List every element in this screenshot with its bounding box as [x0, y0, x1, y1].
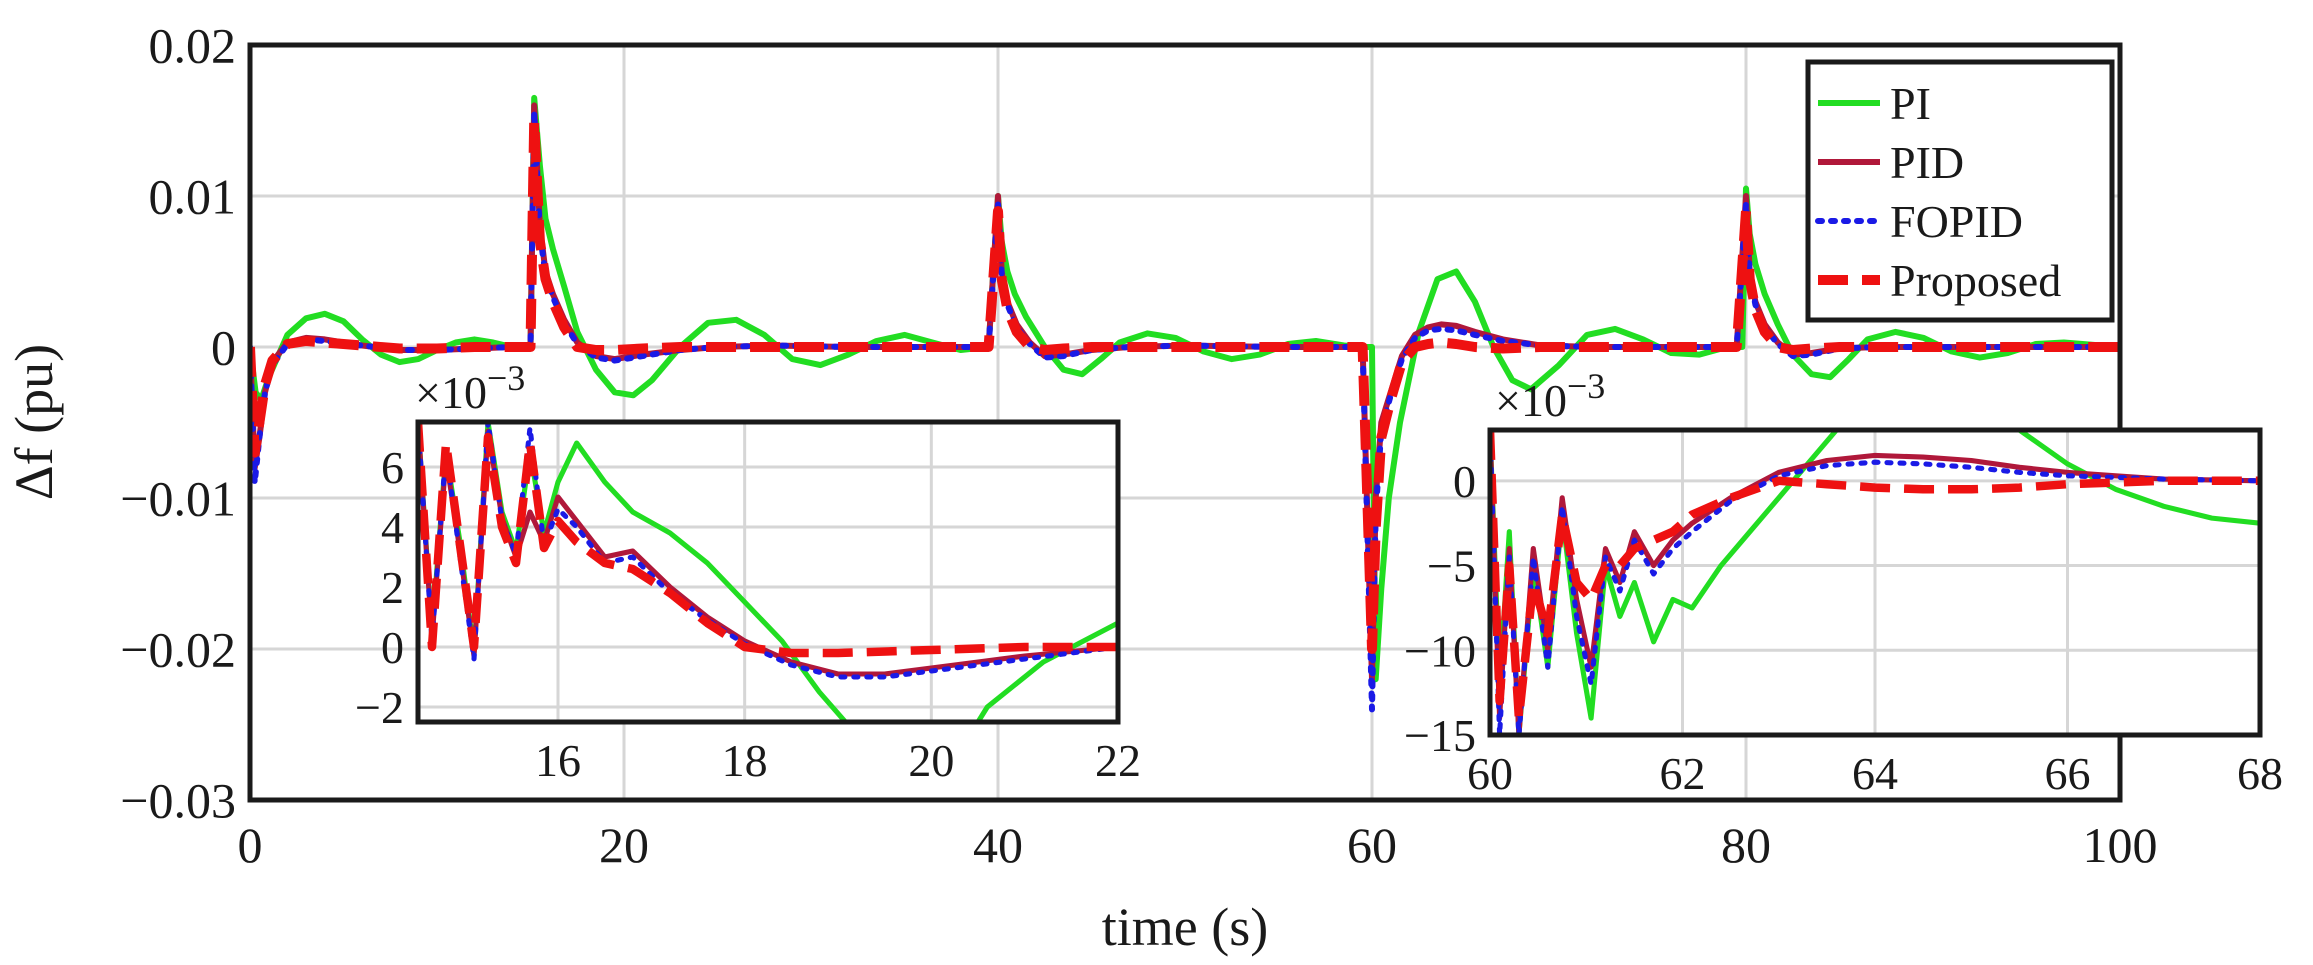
y-tick-label: −0.03 — [120, 773, 236, 829]
series-line-proposed — [250, 115, 2120, 654]
main-y-ticks: −0.03 −0.02 −0.01 0 0.01 0.02 — [120, 18, 236, 829]
inset-1-scale-factor: ×10−3 — [415, 358, 525, 418]
x-tick-label: 64 — [1852, 748, 1898, 799]
y-tick-label: 2 — [381, 562, 404, 613]
series-line-fopid — [1490, 430, 2260, 735]
y-tick-label: 0 — [381, 622, 404, 673]
x-tick-label: 20 — [908, 735, 954, 786]
x-tick-label: 66 — [2045, 748, 2091, 799]
main-plot-frame — [247, 42, 2123, 803]
inset-1-x-ticks: 16 18 20 22 — [535, 735, 1141, 786]
y-tick-label: 4 — [381, 502, 404, 553]
y-tick-label: 0.01 — [149, 169, 237, 225]
inset-2-frame — [1487, 427, 2263, 738]
y-tick-label: 0.02 — [149, 18, 237, 74]
series-line-proposed — [418, 422, 1118, 658]
inset-1-series-group — [418, 422, 1118, 722]
inset-2-scale-factor: ×10−3 — [1495, 366, 1605, 426]
y-tick-label: −2 — [355, 682, 404, 733]
legend-label-pid: PID — [1890, 137, 1964, 188]
legend-label-fopid: FOPID — [1890, 196, 2023, 247]
main-series-group — [250, 94, 2120, 713]
y-tick-label: 0 — [1453, 456, 1476, 507]
x-tick-label: 0 — [238, 817, 263, 873]
series-line-proposed — [1490, 430, 2260, 723]
x-tick-label: 80 — [1721, 817, 1771, 873]
x-tick-label: 22 — [1095, 735, 1141, 786]
x-tick-label: 68 — [2237, 748, 2283, 799]
x-tick-label: 40 — [973, 817, 1023, 873]
series-line-fopid — [250, 110, 2120, 713]
inset-2-series-group — [1490, 430, 2260, 735]
legend-label-proposed: Proposed — [1890, 255, 2061, 306]
main-x-ticks: 0 20 40 60 80 100 — [238, 817, 2158, 873]
x-tick-label: 60 — [1467, 748, 1513, 799]
x-tick-label: 20 — [599, 817, 649, 873]
x-tick-label: 100 — [2083, 817, 2158, 873]
x-tick-label: 16 — [535, 735, 581, 786]
y-tick-label: −5 — [1427, 541, 1476, 592]
inset-1-y-ticks: −2 0 2 4 6 — [355, 442, 404, 733]
y-tick-label: −15 — [1404, 710, 1476, 761]
inset-1-frame — [415, 419, 1121, 725]
inset-2-scale-exponent: −3 — [1567, 366, 1605, 406]
inset-1-scale-base: ×10 — [415, 367, 487, 418]
inset-1-scale-exponent: −3 — [487, 358, 525, 398]
legend-label-pi: PI — [1890, 78, 1931, 129]
inset-2-x-ticks: 60 62 64 66 68 — [1467, 748, 2283, 799]
y-tick-label: 6 — [381, 442, 404, 493]
y-tick-label: −10 — [1404, 625, 1476, 676]
legend: PI PID FOPID Proposed — [1805, 59, 2115, 323]
series-line-fopid — [418, 422, 1118, 680]
inset-2: 60 62 64 66 68 −15 −10 −5 0 ×10−3 — [1404, 366, 2283, 799]
y-axis-label: Δf (pu) — [4, 344, 64, 500]
inset-2-scale-base: ×10 — [1495, 375, 1567, 426]
inset-2-y-ticks: −15 −10 −5 0 — [1404, 456, 1476, 761]
y-tick-label: 0 — [211, 320, 236, 376]
x-tick-label: 62 — [1660, 748, 1706, 799]
x-axis-label: time (s) — [1102, 897, 1268, 957]
x-tick-label: 60 — [1347, 817, 1397, 873]
x-tick-label: 18 — [722, 735, 768, 786]
y-tick-label: −0.01 — [120, 471, 236, 527]
y-tick-label: −0.02 — [120, 622, 236, 678]
inset-1: 16 18 20 22 −2 0 2 4 6 ×10−3 — [355, 358, 1141, 786]
